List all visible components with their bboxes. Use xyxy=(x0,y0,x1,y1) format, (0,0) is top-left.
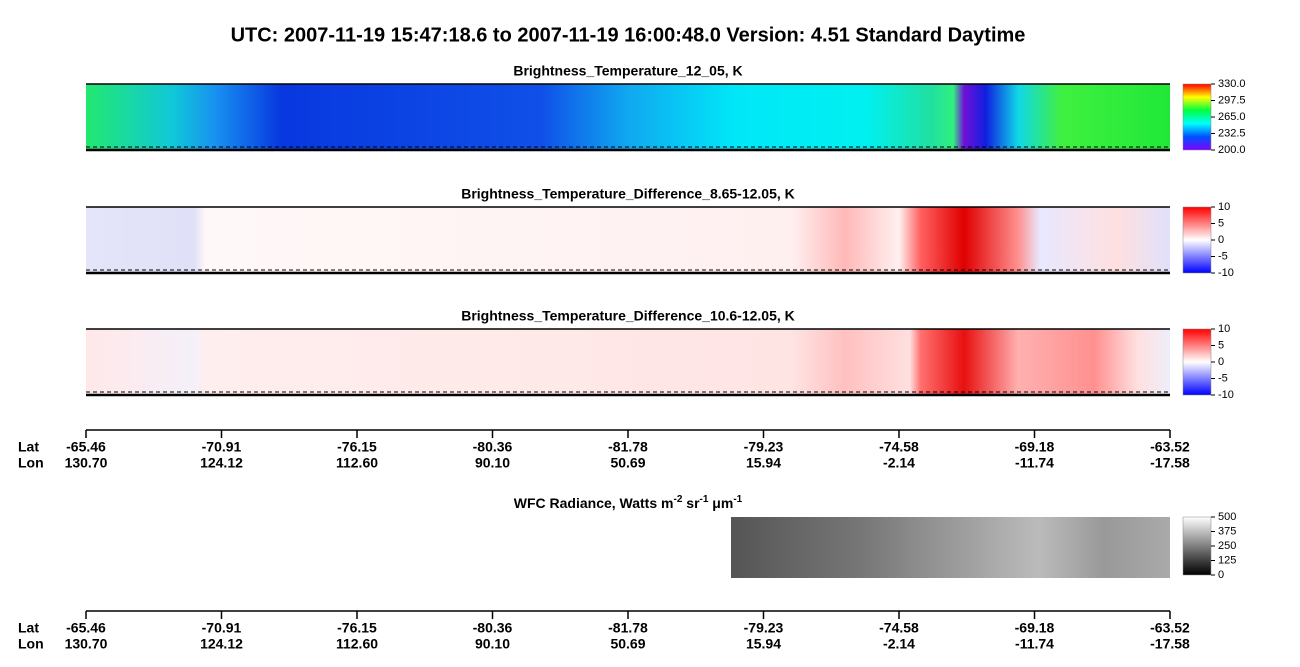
lat-label: -74.58 xyxy=(879,439,919,455)
wfc-image xyxy=(731,517,1170,578)
lon-label: 90.10 xyxy=(475,455,510,471)
lon-label: -2.14 xyxy=(883,636,915,652)
colorbar-label: 0 xyxy=(1218,356,1224,368)
wfc-title: WFC Radiance, Watts m-2 sr-1 μm-1 xyxy=(514,494,743,511)
wfc-colorbar xyxy=(1182,516,1212,576)
lat-label: -76.15 xyxy=(337,620,377,636)
title-part: -1 xyxy=(733,494,742,505)
lon-label: 124.12 xyxy=(200,636,243,652)
colorbar-label: -5 xyxy=(1218,372,1228,384)
lat-label: -76.15 xyxy=(337,439,377,455)
title-part: -1 xyxy=(700,494,709,505)
lon-label: 130.70 xyxy=(65,455,108,471)
lat-label: -69.18 xyxy=(1015,439,1055,455)
title-part: WFC Radiance, Watts m xyxy=(514,495,674,511)
lat-label: -81.78 xyxy=(608,620,648,636)
colorbar-label: 232.5 xyxy=(1218,127,1246,139)
colorbar-label: 0 xyxy=(1218,234,1224,246)
colorbar-label: -10 xyxy=(1218,267,1234,279)
lon-label: 15.94 xyxy=(746,636,781,652)
colorbar-label: 10 xyxy=(1218,201,1230,213)
colorbar-label: -5 xyxy=(1218,250,1228,262)
lon-label: -17.58 xyxy=(1150,455,1190,471)
colorbar-label: 265.0 xyxy=(1218,111,1246,123)
lat-label: -69.18 xyxy=(1015,620,1055,636)
colorbar-label: 5 xyxy=(1218,339,1224,351)
lat-label: -81.78 xyxy=(608,439,648,455)
colorbar xyxy=(1182,206,1212,274)
colorbar-label: 297.5 xyxy=(1218,94,1246,106)
lat-label: -65.46 xyxy=(66,439,106,455)
lon-label: 50.69 xyxy=(610,455,645,471)
lon-title: Lon xyxy=(18,636,44,652)
colorbar xyxy=(1182,328,1212,396)
lon-label: 112.60 xyxy=(336,636,378,652)
panel-image xyxy=(86,84,1170,150)
title-part: μm xyxy=(708,495,733,511)
lat-title: Lat xyxy=(18,439,39,455)
colorbar-label: 330.0 xyxy=(1218,78,1246,90)
lat-label: -70.91 xyxy=(202,439,242,455)
panel-title: Brightness_Temperature_Difference_8.65-1… xyxy=(461,186,795,202)
colorbar xyxy=(1182,83,1212,151)
lat-label: -79.23 xyxy=(744,439,784,455)
page-title: UTC: 2007-11-19 15:47:18.6 to 2007-11-19… xyxy=(231,24,1026,46)
lon-label: 90.10 xyxy=(475,636,510,652)
lat-label: -74.58 xyxy=(879,620,919,636)
lon-label: 124.12 xyxy=(200,455,243,471)
lon-label: 112.60 xyxy=(336,455,378,471)
lon-label: -2.14 xyxy=(883,455,915,471)
colorbar-label: 200.0 xyxy=(1218,144,1246,156)
panel-title: Brightness_Temperature_12_05, K xyxy=(513,63,742,79)
lon-label: 15.94 xyxy=(746,455,781,471)
lon-label: 50.69 xyxy=(610,636,645,652)
lat-title: Lat xyxy=(18,620,39,636)
lat-label: -70.91 xyxy=(202,620,242,636)
colorbar-label: -10 xyxy=(1218,389,1234,401)
lat-label: -80.36 xyxy=(473,620,513,636)
lon-label: -11.74 xyxy=(1015,636,1054,652)
colorbar-label: 250 xyxy=(1218,540,1236,552)
lon-label: -11.74 xyxy=(1015,455,1054,471)
colorbar-label: 500 xyxy=(1218,511,1236,523)
lon-title: Lon xyxy=(18,455,44,471)
colorbar-label: 0 xyxy=(1218,569,1224,581)
panel-title: Brightness_Temperature_Difference_10.6-1… xyxy=(461,308,795,324)
title-part: sr xyxy=(682,495,700,511)
panel-image xyxy=(86,207,1170,273)
lat-label: -80.36 xyxy=(473,439,513,455)
lat-label: -79.23 xyxy=(744,620,784,636)
lon-label: 130.70 xyxy=(65,636,108,652)
lat-label: -65.46 xyxy=(66,620,106,636)
panel-image xyxy=(86,329,1170,395)
colorbar-label: 10 xyxy=(1218,323,1230,335)
colorbar-label: 5 xyxy=(1218,217,1224,229)
lon-label: -17.58 xyxy=(1150,636,1190,652)
colorbar-label: 125 xyxy=(1218,554,1236,566)
colorbar-label: 375 xyxy=(1218,525,1236,537)
title-part: -2 xyxy=(673,494,682,505)
lat-label: -63.52 xyxy=(1150,620,1190,636)
lat-label: -63.52 xyxy=(1150,439,1190,455)
